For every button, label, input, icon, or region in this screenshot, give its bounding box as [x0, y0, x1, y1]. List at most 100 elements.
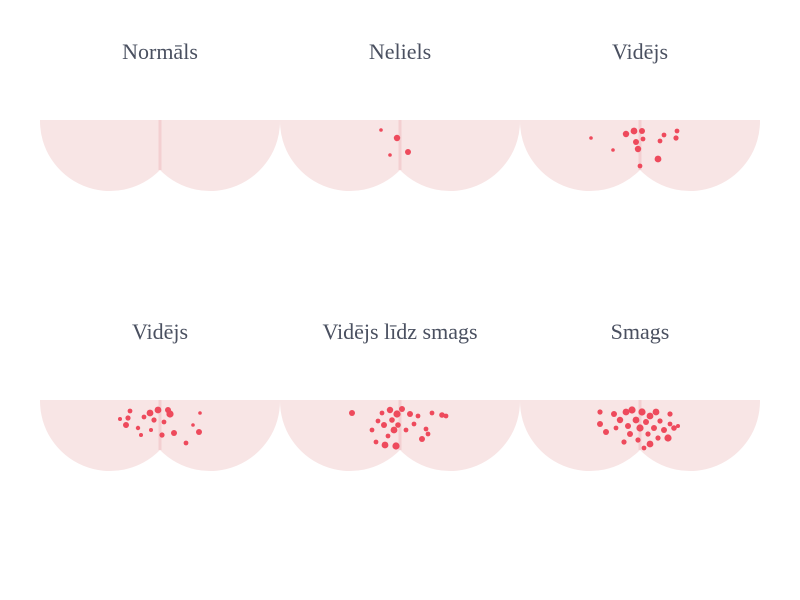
- spot: [171, 430, 177, 436]
- spot: [443, 413, 449, 419]
- spot: [379, 128, 383, 132]
- spot: [196, 429, 202, 435]
- spot: [597, 421, 603, 427]
- spot: [125, 415, 131, 421]
- spot: [628, 406, 636, 414]
- buttocks-illustration: [39, 400, 281, 472]
- spot: [381, 441, 389, 449]
- spot: [399, 406, 405, 412]
- panel-title: Vidējs līdz smags: [322, 319, 478, 344]
- spot: [671, 425, 677, 431]
- spot: [636, 424, 644, 432]
- spot: [603, 429, 609, 435]
- spot: [395, 422, 401, 428]
- panel-moderate: Vidējs: [519, 0, 761, 200]
- spot: [589, 136, 593, 140]
- spot: [625, 423, 631, 429]
- cleft-line: [158, 400, 162, 450]
- spot: [651, 425, 657, 431]
- spot: [635, 437, 641, 443]
- buttocks-illustration: [279, 400, 521, 472]
- spot: [415, 413, 421, 419]
- panel-normal: Normāls: [39, 0, 281, 200]
- spot: [141, 414, 147, 420]
- spot: [154, 406, 162, 414]
- spot: [390, 426, 398, 434]
- spot: [388, 153, 392, 157]
- spot: [392, 442, 400, 450]
- spot: [657, 418, 663, 424]
- panel-title: Vidējs: [131, 319, 189, 344]
- buttocks-illustration: [519, 120, 761, 192]
- spot: [191, 423, 195, 427]
- spot: [655, 435, 661, 441]
- spot: [622, 130, 630, 138]
- cleft-line: [158, 120, 162, 170]
- spot: [405, 149, 411, 155]
- spot: [654, 155, 662, 163]
- spot: [151, 417, 157, 423]
- spot: [673, 135, 679, 141]
- spots-group: [589, 127, 680, 169]
- spot: [641, 445, 647, 451]
- skin-shape: [519, 120, 761, 192]
- spot: [633, 139, 639, 145]
- panel-title: Vidējs: [611, 39, 669, 64]
- spot: [419, 436, 425, 442]
- spot: [407, 411, 413, 417]
- spot: [634, 145, 642, 153]
- panel-severe: Smags: [519, 280, 761, 480]
- spot: [403, 427, 409, 433]
- spot: [652, 408, 660, 416]
- panel-title: Neliels: [368, 39, 432, 64]
- spot: [645, 431, 651, 437]
- spot: [630, 127, 638, 135]
- spot: [385, 433, 391, 439]
- spot: [657, 138, 663, 144]
- spot: [375, 418, 381, 424]
- cleft-line: [398, 120, 402, 170]
- spot: [638, 408, 646, 416]
- spot: [381, 422, 387, 428]
- spot: [423, 426, 429, 432]
- skin-shape: [279, 120, 521, 192]
- spot: [429, 410, 435, 416]
- spot: [597, 409, 603, 415]
- spot: [379, 410, 385, 416]
- spot: [611, 411, 617, 417]
- spot: [349, 410, 355, 416]
- spot: [139, 433, 143, 437]
- spot: [661, 427, 667, 433]
- spot: [667, 421, 673, 427]
- spot: [674, 128, 680, 134]
- spot: [643, 419, 649, 425]
- spot: [146, 409, 154, 417]
- spot: [183, 440, 189, 446]
- spot: [161, 419, 167, 425]
- spot: [198, 411, 202, 415]
- spot: [135, 425, 141, 431]
- spots-group: [597, 406, 680, 451]
- spot: [389, 417, 395, 423]
- spot: [127, 408, 133, 414]
- spots-group: [118, 406, 202, 446]
- spot: [386, 406, 394, 414]
- panel-title: Smags: [610, 319, 670, 344]
- spot: [369, 427, 375, 433]
- spot: [166, 410, 174, 418]
- spot: [632, 416, 640, 424]
- buttocks-illustration: [39, 120, 281, 192]
- spot: [393, 134, 401, 142]
- spot: [411, 421, 417, 427]
- spots-group: [349, 406, 449, 450]
- spot: [667, 411, 673, 417]
- spot: [646, 412, 654, 420]
- spot: [622, 408, 630, 416]
- panel-mild: Neliels: [279, 0, 521, 200]
- spot: [640, 136, 646, 142]
- cleft-line: [638, 120, 642, 170]
- spot: [613, 425, 619, 431]
- spot: [393, 410, 401, 418]
- spot: [373, 439, 379, 445]
- skin-shape: [39, 120, 281, 192]
